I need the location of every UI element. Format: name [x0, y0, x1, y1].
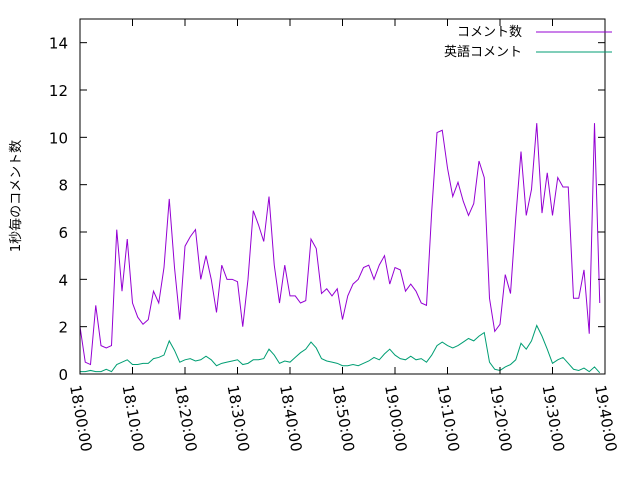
legend-label-comments: コメント数 — [457, 25, 522, 40]
series-line-english-comments — [80, 324, 601, 374]
plot-lines — [79, 123, 601, 374]
y-tick-label: 12 — [49, 82, 68, 100]
y-axis-label: 1秒毎のコメント数 — [8, 140, 24, 252]
series-line-comments — [79, 123, 601, 366]
y-tick-label: 8 — [58, 177, 68, 195]
legend: コメント数 英語コメント — [444, 25, 612, 60]
axis-ticks — [79, 19, 606, 375]
y-tick-label: 2 — [58, 319, 68, 337]
y-tick-label: 4 — [58, 271, 68, 289]
legend-label-english-comments: 英語コメント — [444, 44, 522, 60]
y-tick-label: 10 — [49, 129, 68, 147]
y-tick-label: 6 — [58, 224, 68, 242]
y-tick-label: 0 — [58, 366, 68, 384]
y-tick-label: 14 — [49, 35, 68, 53]
